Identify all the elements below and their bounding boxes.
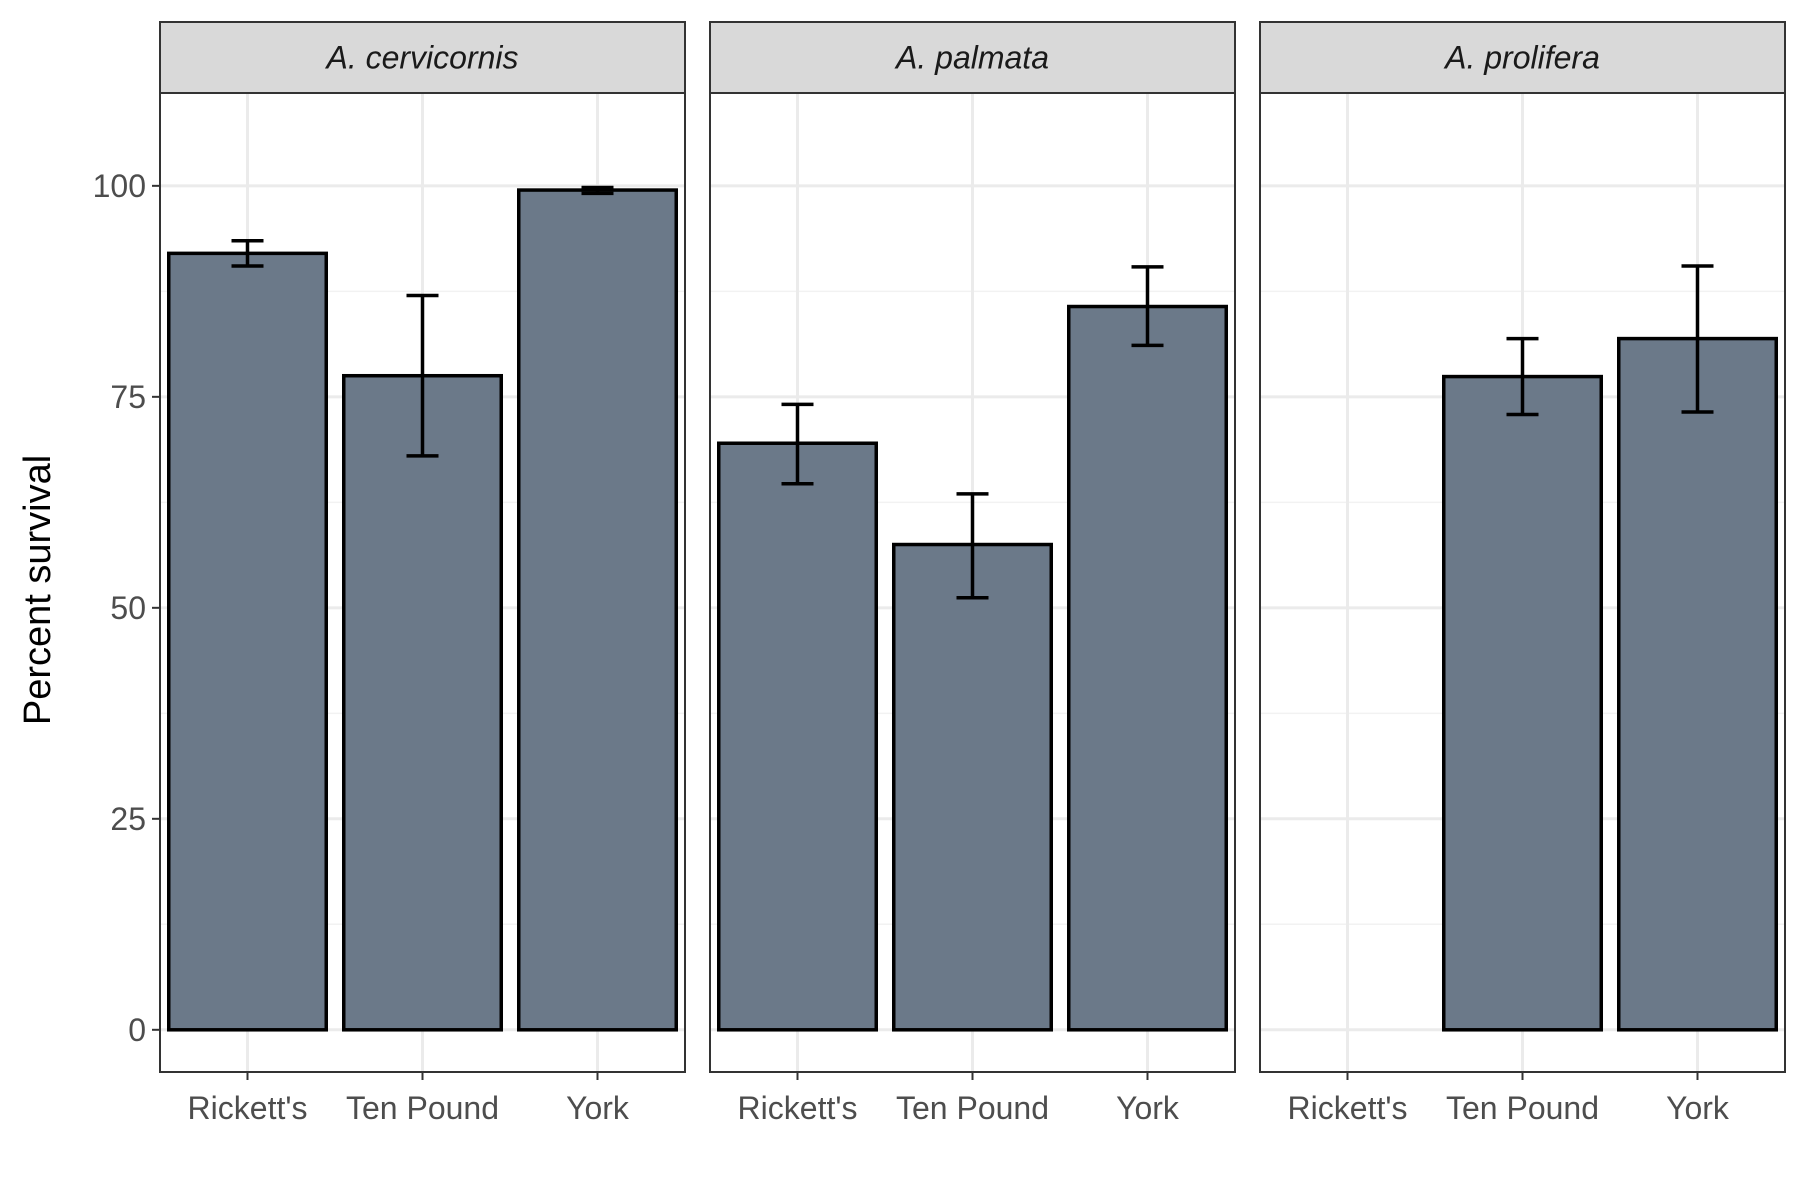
bar <box>717 441 878 1032</box>
y-tick-label: 100 <box>93 168 146 204</box>
bar <box>1442 374 1603 1032</box>
error-bar <box>231 238 264 268</box>
facet-strip-label: A. palmata <box>894 40 1049 76</box>
facet-strip <box>709 21 1236 94</box>
facet-strip <box>1259 21 1786 94</box>
error-bar <box>781 402 814 486</box>
x-tick-label: York <box>1116 1090 1180 1126</box>
x-tick-label: Ten Pound <box>346 1090 499 1126</box>
error-bar <box>581 185 614 196</box>
facet-panel: A. cervicornis Rickett's Ten Pound York <box>159 21 686 1126</box>
y-tick-label: 75 <box>110 379 146 415</box>
bar <box>342 373 503 1032</box>
facet-strip-label: A. prolifera <box>1443 40 1600 76</box>
y-tick-label: 0 <box>128 1012 146 1048</box>
x-tick-label: Rickett's <box>738 1090 858 1126</box>
facet-panel: A. prolifera Rickett's Ten Pound York <box>1259 21 1786 1126</box>
y-axis-title: Percent survival <box>17 455 59 725</box>
bar <box>517 188 678 1032</box>
facet-strip-label: A. cervicornis <box>324 40 518 76</box>
bar <box>1067 304 1228 1032</box>
x-tick-label: Ten Pound <box>896 1090 1049 1126</box>
error-bar <box>1506 336 1539 417</box>
error-bar <box>1681 264 1714 414</box>
facet-strip <box>159 21 686 94</box>
y-tick-label: 25 <box>110 801 146 837</box>
x-tick-label: York <box>1666 1090 1730 1126</box>
x-tick-label: Ten Pound <box>1446 1090 1599 1126</box>
x-tick-label: Rickett's <box>1288 1090 1408 1126</box>
y-tick-label: 50 <box>110 590 146 626</box>
bar <box>167 251 328 1032</box>
error-bar <box>956 492 989 600</box>
x-tick-label: Rickett's <box>188 1090 308 1126</box>
error-bar <box>1131 265 1164 348</box>
x-tick-label: York <box>566 1090 630 1126</box>
y-axis: 0 25 50 75 100 <box>93 168 160 1048</box>
facet-panel: A. palmata Rickett's Ten Pound York <box>709 21 1236 1126</box>
bar <box>892 542 1053 1032</box>
error-bar <box>406 293 439 458</box>
bar <box>1617 336 1778 1032</box>
